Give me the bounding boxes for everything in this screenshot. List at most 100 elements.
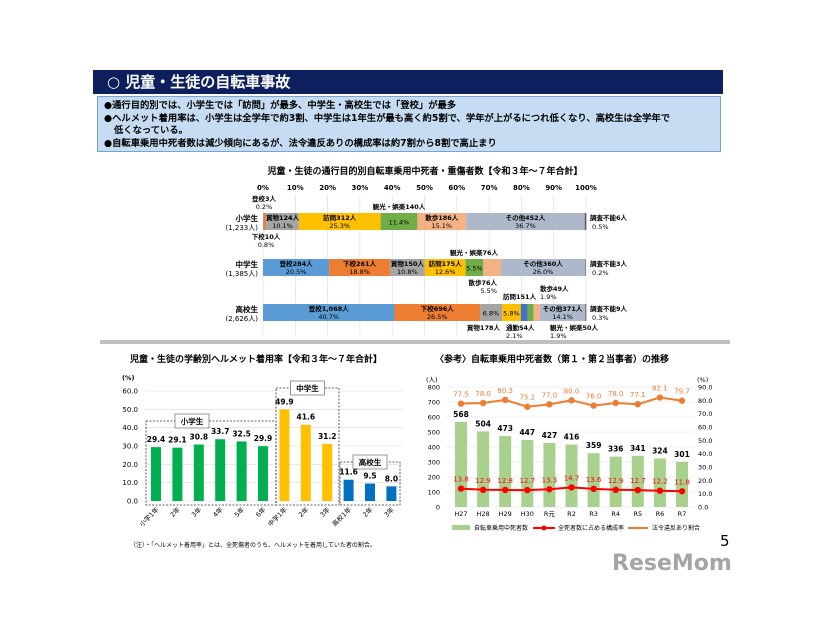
x-tick-label: 0% xyxy=(257,184,269,192)
segment-label: その他452人 xyxy=(506,213,546,222)
data-label: 11.8 xyxy=(674,478,690,486)
x-tick-label: 2年 xyxy=(296,505,310,519)
bar xyxy=(499,436,512,507)
x-tick-label: H28 xyxy=(477,510,490,518)
summary-line: 低くなっている。 xyxy=(114,125,188,136)
segment-pct: 26.0% xyxy=(533,268,554,276)
chart-title: 児童・生徒の学齢別ヘルメット着用率【令和３年～７年合計】 xyxy=(129,353,382,365)
data-label: 31.2 xyxy=(318,432,337,441)
chart-title: 〈参考〉自転車乗用中死者数（第１・第２当事者）の推移 xyxy=(435,353,669,365)
data-label: 336 xyxy=(608,445,624,454)
watermark-logo: ReseMom xyxy=(612,551,732,576)
bar xyxy=(258,446,268,501)
group-label-box xyxy=(174,413,210,429)
x-tick-label: 50% xyxy=(416,184,433,192)
data-label: 82.1 xyxy=(652,385,668,393)
x-tick-label: R2 xyxy=(567,510,576,518)
segment-pct: 1.9% xyxy=(540,293,557,301)
bar-segment xyxy=(263,304,395,321)
data-label: 9.5 xyxy=(363,472,376,481)
bar xyxy=(477,431,490,507)
data-label: 75.2 xyxy=(520,394,536,402)
series-point xyxy=(457,400,465,407)
bar-segment xyxy=(266,213,299,230)
data-label: 80.0 xyxy=(564,387,580,395)
bar-segment xyxy=(480,304,503,321)
bar xyxy=(279,409,290,501)
x-tick-label: 3年 xyxy=(382,505,396,519)
data-label: 13.3 xyxy=(542,476,558,484)
series-point xyxy=(612,399,619,407)
group-box xyxy=(275,387,340,506)
group-box xyxy=(145,420,277,506)
y-tick-label: 50.0 xyxy=(122,406,138,414)
data-label: 77.0 xyxy=(542,391,558,399)
segment-pct: 0.5% xyxy=(592,223,609,231)
x-tick-label: 2年 xyxy=(168,505,182,519)
bar-segment xyxy=(465,259,484,276)
y-tick-label-left: 500 xyxy=(428,429,440,437)
x-tick-label: 10% xyxy=(287,184,304,192)
x-tick-label: R7 xyxy=(678,510,687,518)
bar xyxy=(386,486,397,501)
data-label: 12.9 xyxy=(608,477,624,485)
data-label: 49.9 xyxy=(275,398,294,407)
series-point xyxy=(568,397,575,404)
x-tick-label: 3年 xyxy=(318,505,332,519)
bar-segment xyxy=(466,213,585,230)
x-tick-label: R3 xyxy=(589,510,598,518)
segment-label: 登校284人 xyxy=(279,259,314,268)
data-label: 77.5 xyxy=(453,391,469,399)
footnote: （注）・「ヘルメット着用率」とは、全死傷者のうち、ヘルメットを着用していた者の割… xyxy=(130,541,376,549)
segment-label: 下校10人 xyxy=(252,232,281,241)
bar xyxy=(587,453,600,507)
data-label: 29.1 xyxy=(168,436,187,445)
bar-segment xyxy=(502,304,521,321)
bar xyxy=(676,461,688,507)
summary-line: ●ヘルメット着用率は、小学生は全学年で約3割、中学生は1年生が最も高く約5割で、… xyxy=(104,112,670,124)
bar xyxy=(193,444,204,501)
legend-label: 自転車乗用中死者数 xyxy=(474,524,528,532)
y-tick-label: 60.0 xyxy=(122,388,138,396)
y-tick-label-left: 700 xyxy=(428,399,440,407)
series-point xyxy=(656,487,664,494)
x-tick-label: H29 xyxy=(499,510,512,518)
segment-label: 散歩76人 xyxy=(468,278,497,287)
series-point xyxy=(502,486,509,494)
segment-label: 観光・娯楽76人 xyxy=(450,248,499,257)
bar xyxy=(215,439,226,501)
bar-segment xyxy=(501,259,586,276)
series-point xyxy=(590,402,597,409)
segment-pct: 20.5% xyxy=(286,268,307,276)
y-tick-label: 30.0 xyxy=(122,443,138,451)
data-label: 77.1 xyxy=(630,391,646,399)
group-label: 高校生 xyxy=(359,457,382,467)
segment-label: 買物124人 xyxy=(266,213,300,222)
y-tick-label-left: 600 xyxy=(428,414,440,422)
series-point xyxy=(634,401,641,408)
series-line xyxy=(460,396,683,408)
section-header: ○ 児童・生徒の自転車事故 xyxy=(93,70,723,94)
segment-pct: 40.7% xyxy=(318,313,339,321)
x-tick-label: 6年 xyxy=(254,505,268,519)
bar xyxy=(565,444,578,507)
data-label: 78.0 xyxy=(608,390,624,398)
series-point xyxy=(656,394,664,401)
row-total: (2,626人) xyxy=(225,315,258,323)
x-tick-label: 60% xyxy=(448,184,465,192)
segment-label: 登校3人 xyxy=(251,194,277,203)
segment-label: 観光・娯楽140人 xyxy=(373,202,426,211)
series-point xyxy=(634,486,641,494)
y-tick-label-right: 40.0 xyxy=(698,450,712,458)
segment-label: 訪問151人 xyxy=(503,292,537,301)
data-label: 33.7 xyxy=(211,427,230,436)
bar-segment xyxy=(533,304,540,321)
y-tick-label: 10.0 xyxy=(122,479,138,487)
x-tick-label: R5 xyxy=(633,510,642,518)
row-label: 小学生 xyxy=(236,213,259,223)
bar-segment xyxy=(389,259,425,276)
series-point xyxy=(546,401,553,408)
series-point xyxy=(524,486,531,494)
y-tick-label-right: 60.0 xyxy=(698,424,712,432)
segment-label: 散歩186人 xyxy=(425,213,459,222)
